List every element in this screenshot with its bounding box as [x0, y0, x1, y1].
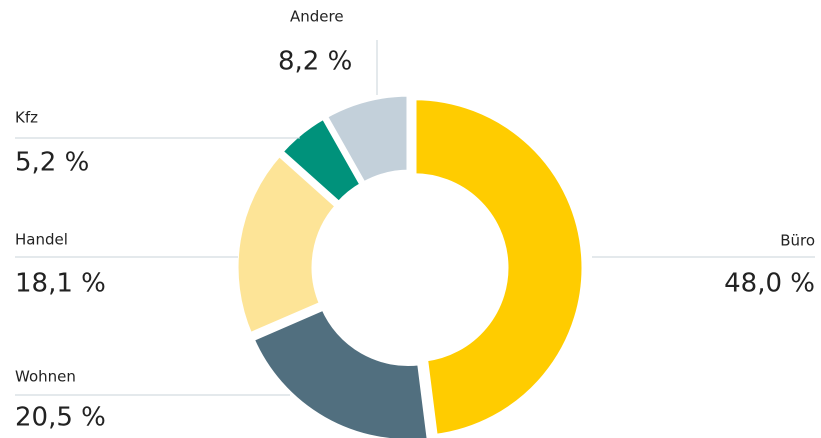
category-label: Andere [290, 8, 344, 26]
donut-segment [411, 95, 587, 438]
donut-segment [233, 150, 341, 339]
donut-segment [321, 91, 412, 188]
value-label: 20,5 % [15, 403, 106, 433]
category-label: Wohnen [15, 368, 76, 386]
category-label: Büro [780, 232, 815, 250]
category-label: Handel [15, 231, 68, 249]
value-label: 8,2 % [278, 47, 352, 77]
category-label: Kfz [15, 109, 38, 127]
value-label: 18,1 % [15, 269, 106, 299]
value-label: 48,0 % [724, 269, 815, 299]
donut-segment [248, 304, 432, 438]
value-label: 5,2 % [15, 148, 89, 178]
